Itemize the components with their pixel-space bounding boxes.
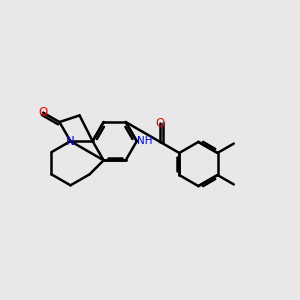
Text: N: N	[66, 135, 75, 148]
Text: O: O	[155, 117, 165, 130]
Text: NH: NH	[136, 136, 152, 146]
Text: O: O	[39, 106, 48, 119]
